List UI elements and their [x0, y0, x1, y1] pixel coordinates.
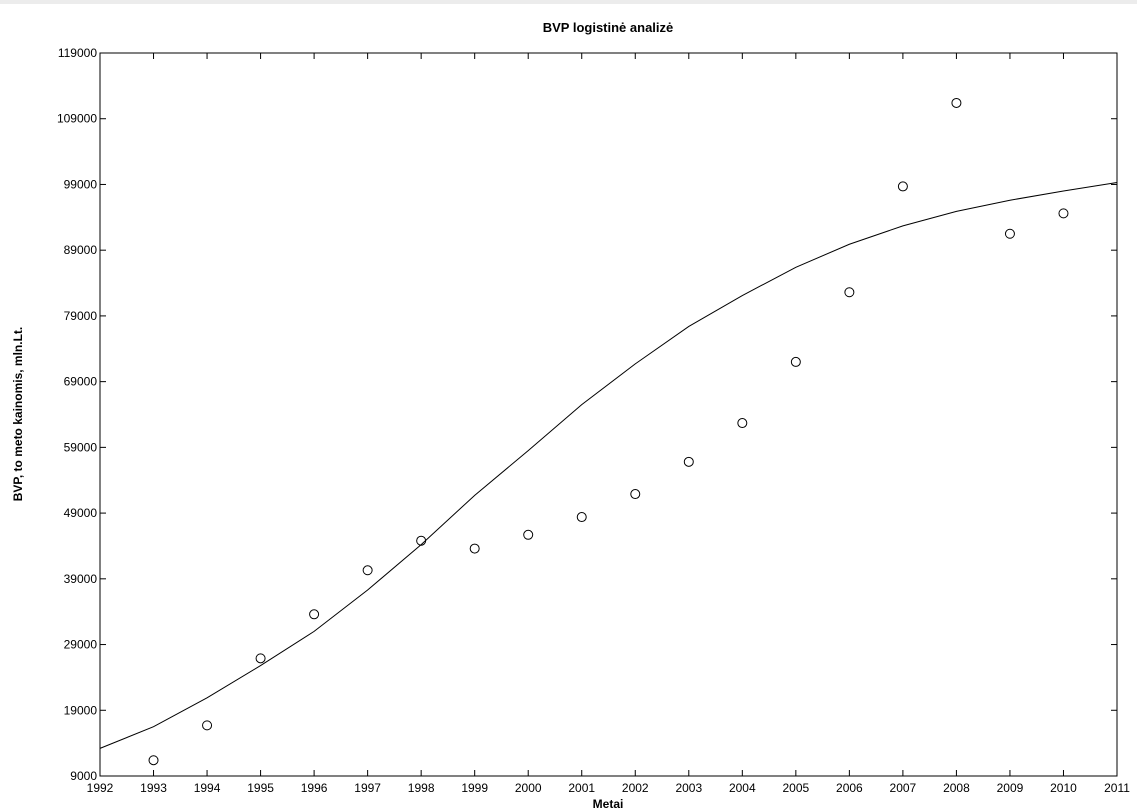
x-tick-label: 2009 — [997, 781, 1024, 795]
y-tick-label: 99000 — [64, 177, 98, 191]
x-tick-label: 2003 — [675, 781, 702, 795]
y-tick-label: 49000 — [64, 506, 98, 520]
x-tick-label: 2006 — [836, 781, 863, 795]
data-point — [255, 653, 266, 664]
data-point — [362, 565, 373, 576]
data-point — [202, 720, 213, 731]
y-tick-label: 39000 — [64, 572, 98, 586]
y-axis-label: BVP, to meto kainomis, mln.Lt. — [11, 327, 25, 501]
x-tick-label: 2008 — [943, 781, 970, 795]
data-point — [416, 535, 427, 546]
x-tick-label: 2001 — [568, 781, 595, 795]
data-point — [951, 97, 962, 108]
x-tick-label: 1999 — [461, 781, 488, 795]
series-markers — [148, 97, 1069, 766]
x-tick-label: 1997 — [354, 781, 381, 795]
x-axis-label: Metai — [593, 797, 624, 811]
x-tick-label: 1998 — [408, 781, 435, 795]
data-point — [897, 181, 908, 192]
y-tick-label: 69000 — [64, 375, 98, 389]
y-tick-label: 9000 — [70, 769, 97, 783]
y-tick-label: 119000 — [58, 46, 97, 60]
data-point — [630, 489, 641, 500]
x-axis: 1992 1993 1994 1995 1996 1997 1998 1999 2000 2001… — [87, 53, 1130, 795]
data-point — [576, 512, 587, 523]
y-tick-label: 59000 — [64, 440, 98, 454]
y-tick-label: 19000 — [64, 703, 98, 717]
x-tick-label: 1993 — [140, 781, 167, 795]
x-tick-label: 2007 — [890, 781, 917, 795]
x-tick-label: 2005 — [782, 781, 809, 795]
x-tick-label: 2011 — [1104, 781, 1130, 795]
data-point — [148, 755, 159, 766]
x-tick-label: 2002 — [622, 781, 649, 795]
data-point — [683, 456, 694, 467]
y-tick-label: 29000 — [64, 638, 98, 652]
y-tick-label: 79000 — [64, 309, 98, 323]
x-tick-label: 1996 — [301, 781, 328, 795]
plot-frame — [99, 52, 1118, 777]
y-axis: 9000 19000 29000 39000 49000 59000 69000 79000 8… — [57, 46, 1117, 783]
x-tick-label: 2000 — [515, 781, 542, 795]
data-point — [737, 418, 748, 429]
data-point — [1058, 208, 1069, 219]
data-point — [309, 609, 320, 620]
data-point — [469, 543, 480, 554]
x-tick-label: 1994 — [194, 781, 221, 795]
series-line-curve — [99, 181, 1118, 749]
data-point — [1004, 228, 1015, 239]
data-point — [844, 287, 855, 298]
y-tick-label: 89000 — [64, 243, 98, 257]
x-tick-label: 2004 — [729, 781, 756, 795]
x-tick-label: 1992 — [87, 781, 114, 795]
data-point — [790, 356, 801, 367]
y-tick-label: 109000 — [57, 112, 97, 126]
data-point — [523, 529, 534, 540]
x-tick-label: 2010 — [1050, 781, 1077, 795]
top-strip — [0, 0, 1137, 4]
chart-title: BVP logistinė analizė — [543, 20, 674, 35]
x-tick-label: 1995 — [247, 781, 274, 795]
